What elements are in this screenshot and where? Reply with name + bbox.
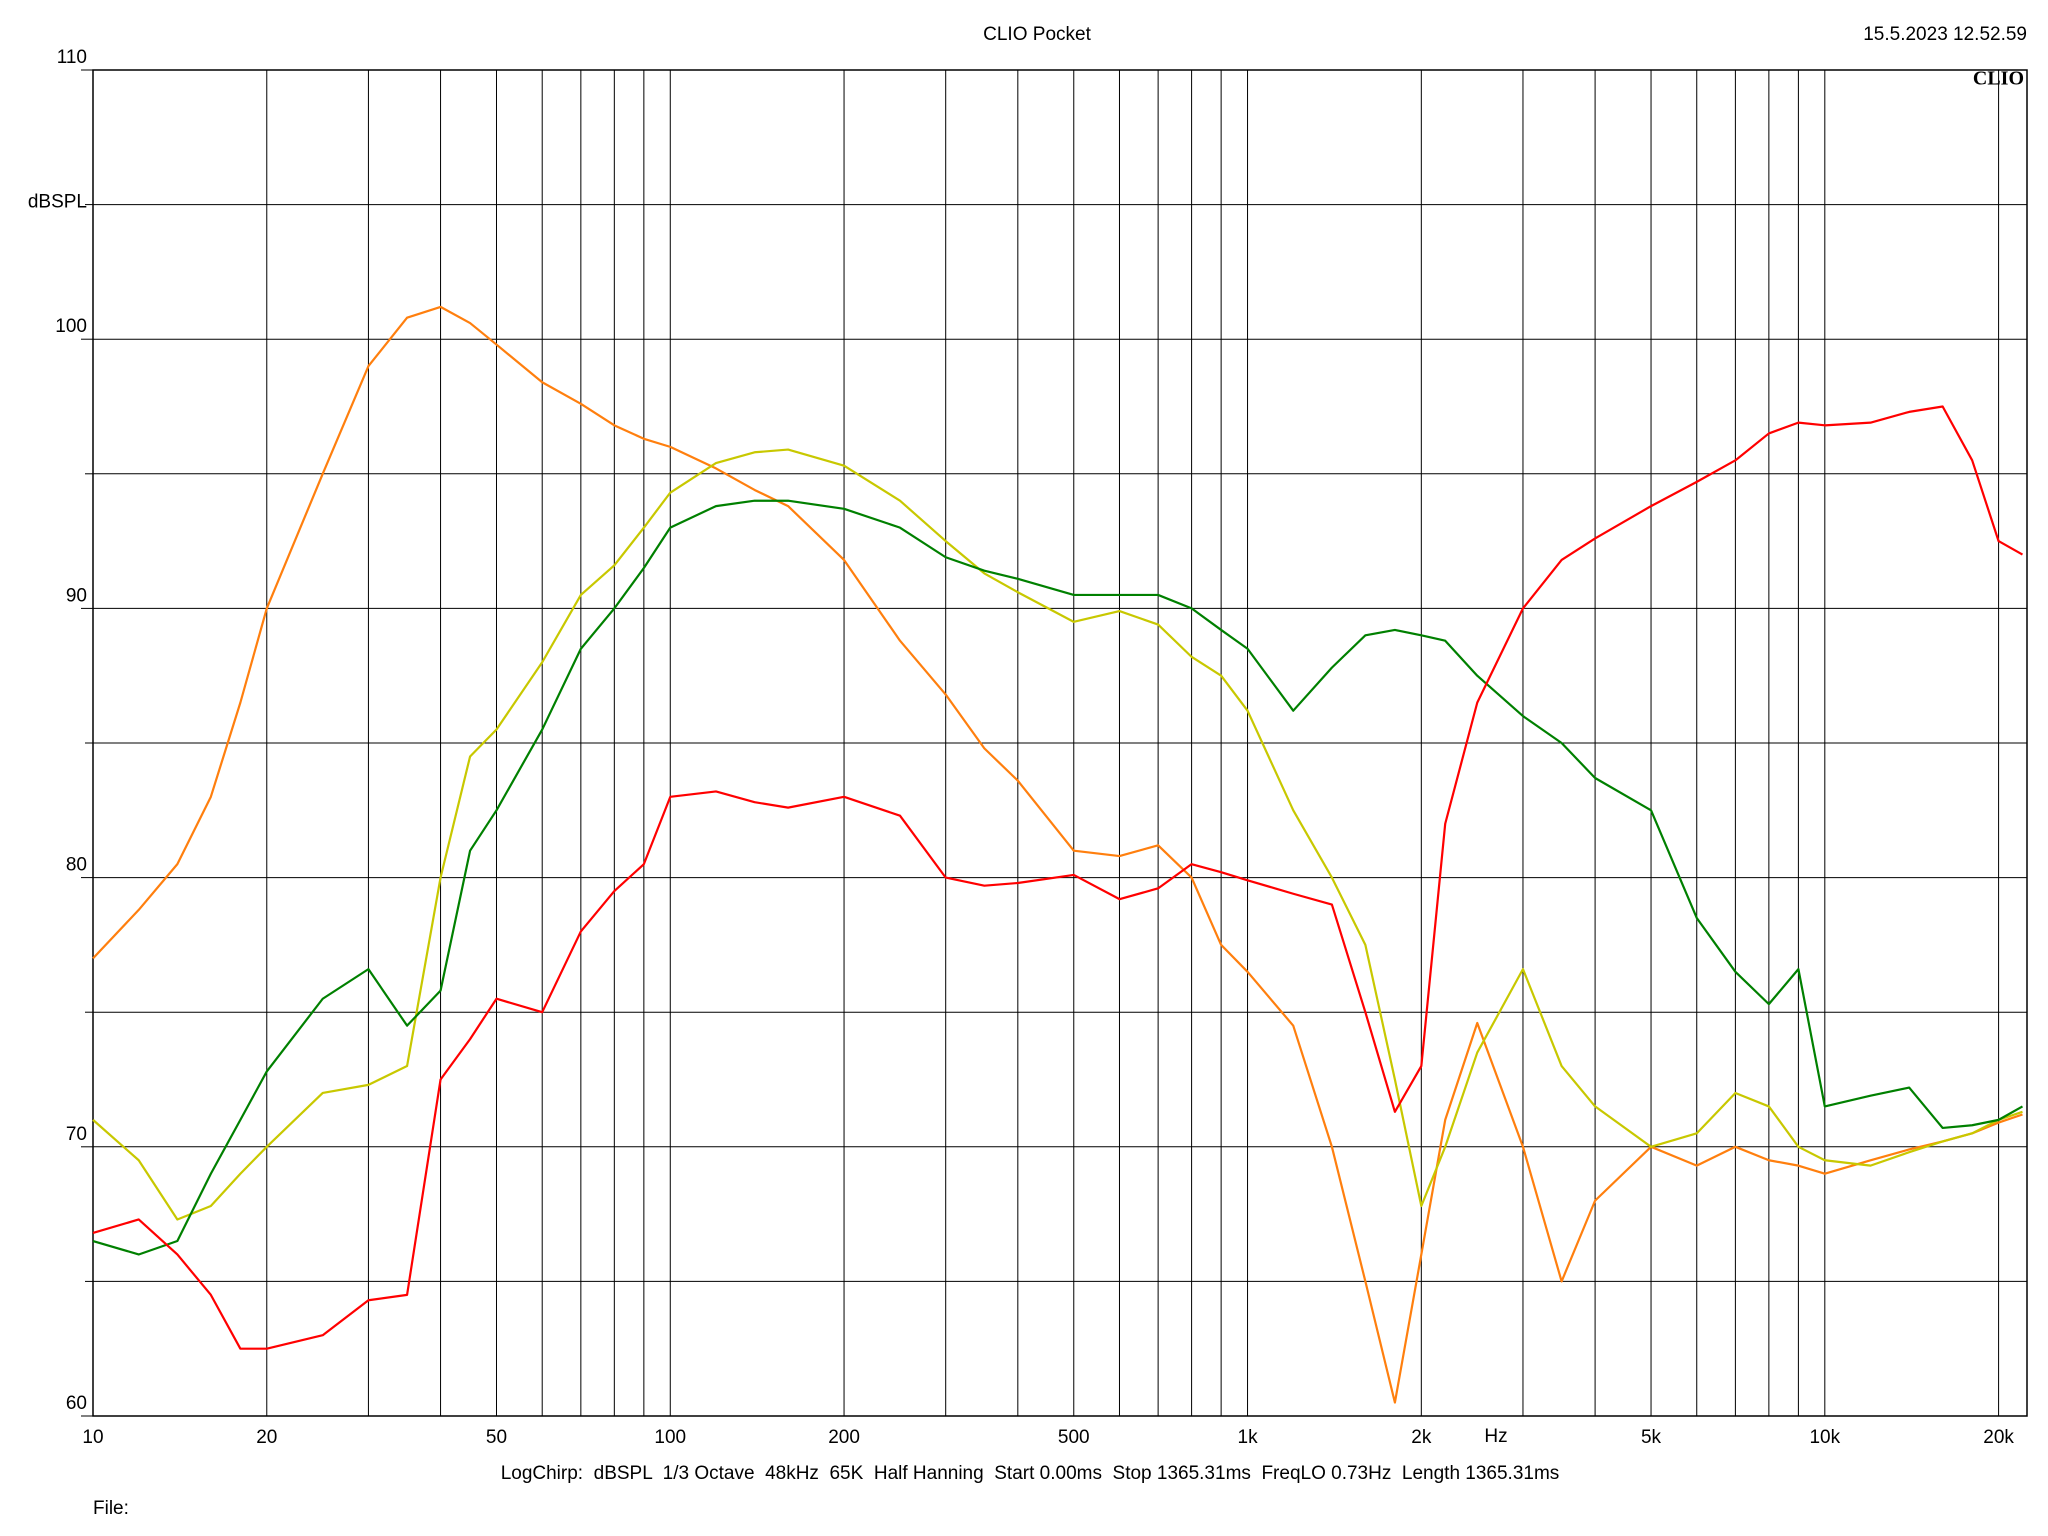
x-tick-label: 5k	[1641, 1427, 1662, 1448]
x-axis-label: Hz	[1484, 1426, 1507, 1447]
x-tick-label: 50	[486, 1427, 507, 1448]
y-axis-label: dBSPL	[28, 192, 87, 213]
y-tick-label: 90	[66, 585, 87, 606]
chart-title: CLIO Pocket	[983, 24, 1091, 45]
footer: LogChirp: dBSPL 1/3 Octave 48kHz 65K Hal…	[501, 1463, 1560, 1484]
x-tick-label: 20k	[1983, 1427, 2014, 1448]
x-tick-label: 10k	[1809, 1427, 1840, 1448]
y-tick-label: 60	[66, 1393, 87, 1414]
series-line	[92, 448, 2023, 1221]
series-line	[92, 305, 2023, 1404]
series-line	[92, 499, 2024, 1256]
x-tick-label: 100	[654, 1427, 686, 1448]
y-tick-label: 100	[55, 316, 87, 337]
x-tick-label: 500	[1058, 1427, 1090, 1448]
x-tick-label: 10	[82, 1427, 103, 1448]
timestamp: 15.5.2023 12.52.59	[1863, 24, 2027, 45]
x-tick-label: 20	[256, 1427, 277, 1448]
series-line	[92, 405, 2024, 1350]
x-tick-label: 1k	[1238, 1427, 1259, 1448]
y-tick-label: 110	[57, 47, 87, 68]
y-tick-label: 70	[66, 1124, 87, 1145]
plot-frame	[92, 69, 2028, 1417]
x-tick-label: 2k	[1411, 1427, 1432, 1448]
y-tick-label: 80	[66, 855, 87, 876]
x-tick-label: 200	[828, 1427, 860, 1448]
file-label: File:	[93, 1498, 129, 1519]
